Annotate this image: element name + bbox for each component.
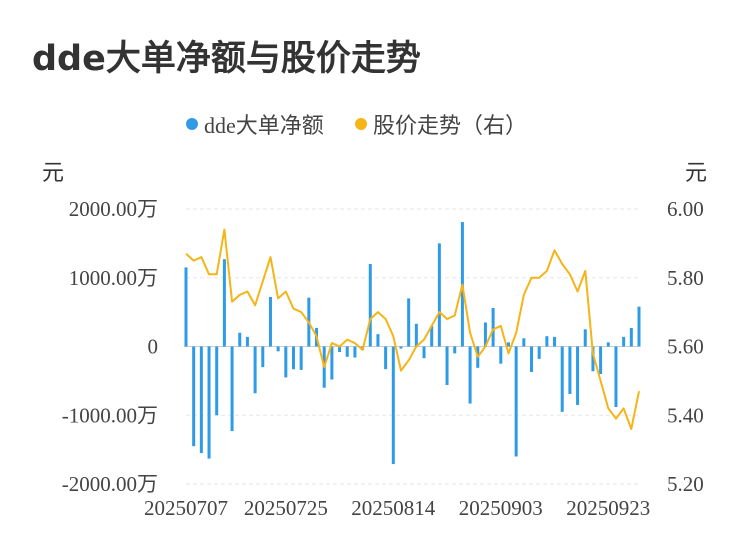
bar <box>423 347 426 359</box>
bar <box>269 297 272 347</box>
price-line <box>186 230 639 429</box>
bar <box>261 347 264 368</box>
x-tick-label: 20250903 <box>459 496 543 520</box>
bar <box>254 347 257 394</box>
left-tick-label: 2000.00万 <box>69 197 158 221</box>
bar <box>568 347 571 394</box>
bar <box>376 334 379 346</box>
bar <box>330 347 333 380</box>
bar <box>292 347 295 370</box>
bar <box>200 347 203 454</box>
left-tick-label: 1000.00万 <box>69 266 158 290</box>
bar <box>231 347 234 432</box>
bar <box>353 347 356 358</box>
bar <box>346 347 349 357</box>
bar <box>561 347 564 412</box>
x-tick-label: 20250725 <box>244 496 328 520</box>
bar <box>599 347 602 375</box>
bar <box>584 329 587 346</box>
bar <box>469 347 472 404</box>
bar <box>246 337 249 347</box>
bar <box>530 347 533 372</box>
bar <box>630 328 633 347</box>
right-tick-label: 5.60 <box>667 335 704 359</box>
right-tick-label: 6.00 <box>667 197 704 221</box>
bar <box>438 243 441 346</box>
bar <box>223 259 226 346</box>
bar <box>407 298 410 346</box>
bar <box>453 347 456 354</box>
bar <box>300 347 303 370</box>
bar <box>284 347 287 378</box>
right-tick-label: 5.80 <box>667 266 704 290</box>
bar <box>446 347 449 386</box>
bar <box>384 347 387 370</box>
bar <box>553 337 556 347</box>
bar <box>415 324 418 347</box>
bar <box>392 347 395 465</box>
bar <box>607 342 610 346</box>
x-tick-label: 20250707 <box>144 496 228 520</box>
bar <box>538 347 541 359</box>
bar <box>622 337 625 347</box>
bar <box>499 347 502 364</box>
bar <box>545 336 548 346</box>
x-tick-label: 20250923 <box>566 496 650 520</box>
bar <box>614 347 617 408</box>
bar <box>638 307 641 347</box>
bar <box>215 347 218 416</box>
bar <box>576 347 579 405</box>
right-tick-label: 5.40 <box>667 403 704 427</box>
bar <box>192 347 195 447</box>
bar <box>399 347 402 349</box>
left-tick-label: 0 <box>148 335 159 359</box>
bar <box>492 308 495 347</box>
left-tick-label: -2000.00万 <box>62 472 158 496</box>
bar <box>515 347 518 457</box>
bar <box>369 264 372 347</box>
bar <box>208 347 211 459</box>
bar <box>277 347 280 352</box>
bar <box>238 333 241 347</box>
bar <box>522 338 525 346</box>
bar <box>185 267 188 346</box>
right-tick-label: 5.20 <box>667 472 704 496</box>
left-tick-label: -1000.00万 <box>62 403 158 427</box>
x-tick-label: 20250814 <box>351 496 436 520</box>
